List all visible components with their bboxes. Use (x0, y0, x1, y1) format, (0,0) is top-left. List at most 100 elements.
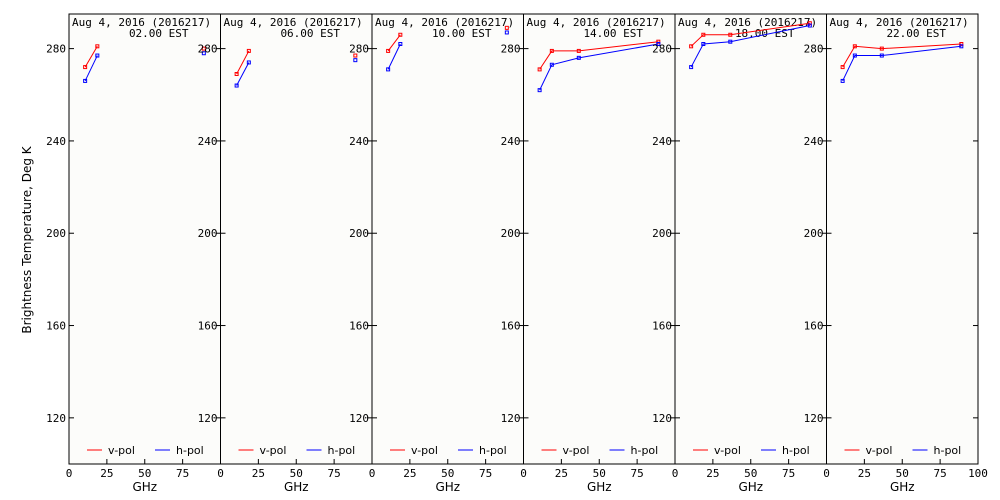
legend-label: v-pol (563, 444, 590, 457)
y-tick-label: 240 (46, 135, 66, 148)
data-point (549, 48, 554, 53)
y-tick-label: 280 (46, 43, 66, 56)
y-tick-label: 120 (501, 412, 521, 425)
x-tick-label: 75 (328, 467, 341, 480)
x-axis-label: GHz (132, 480, 157, 494)
y-tick-label: 280 (501, 43, 521, 56)
legend-label: h-pol (782, 444, 810, 457)
panel-title-time: 18.00 EST (735, 27, 795, 40)
x-tick-label: 75 (479, 467, 492, 480)
x-tick-label: 0 (520, 467, 527, 480)
y-tick-label: 200 (46, 227, 66, 240)
x-tick-label: 25 (100, 467, 113, 480)
y-tick-label: 160 (804, 320, 824, 333)
y-tick-label: 240 (804, 135, 824, 148)
x-tick-label: 75 (782, 467, 795, 480)
data-point (537, 88, 542, 93)
legend-label: v-pol (260, 444, 287, 457)
legend-label: v-pol (714, 444, 741, 457)
data-point (234, 83, 239, 88)
data-point (398, 32, 403, 37)
chart-panel: Aug 4, 2016 (2016217)06.00 EST 120 160 200 2… (198, 13, 373, 494)
chart-panels: Aug 4, 2016 (2016217)02.00 EST1201602002… (46, 13, 988, 494)
series-line (539, 41, 659, 70)
data-point (398, 42, 403, 46)
x-axis-label: GHz (738, 480, 763, 494)
y-tick-label: 160 (501, 320, 521, 333)
data-point (689, 44, 694, 49)
series-v-pol (689, 21, 812, 49)
chart-panel: Aug 4, 2016 (2016217)10.00 EST 120 160 200 2… (349, 13, 524, 494)
y-tick-label: 160 (349, 320, 369, 333)
x-tick-label: 25 (555, 467, 568, 480)
x-tick-label: 50 (138, 467, 151, 480)
chart-panel: Aug 4, 2016 (2016217)18.00 EST 120 160 200 2… (652, 13, 827, 494)
legend: v-pol h-pol (238, 444, 355, 457)
panel-title-date: Aug 4, 2016 (2016217) (527, 16, 666, 29)
x-tick-label: 0 (217, 467, 224, 480)
data-point (95, 53, 100, 58)
legend-label: v-pol (866, 444, 893, 457)
y-tick-label: 240 (349, 135, 369, 148)
series-v-pol (234, 48, 358, 76)
legend-label: h-pol (176, 444, 204, 457)
x-tick-label: 0 (66, 467, 73, 480)
legend: v-pol h-pol (693, 444, 810, 457)
panel-title-date: Aug 4, 2016 (2016217) (224, 16, 363, 29)
x-tick-label: 50 (441, 467, 454, 480)
series-line (539, 43, 659, 91)
y-tick-label: 280 (652, 43, 672, 56)
data-point (656, 39, 661, 44)
y-tick-label: 240 (198, 135, 218, 148)
x-tick-label: 50 (896, 467, 909, 480)
plot-frame (523, 13, 676, 465)
data-point (353, 53, 358, 58)
x-axis-label: GHz (435, 480, 460, 494)
panel-title-time: 06.00 EST (280, 27, 340, 40)
series-h-pol (386, 30, 509, 72)
legend: v-pol h-pol (844, 444, 961, 457)
panel-title-date: Aug 4, 2016 (2016217) (678, 16, 817, 29)
data-point (701, 32, 706, 37)
y-tick-label: 200 (652, 227, 672, 240)
chart-panel: Aug 4, 2016 (2016217)14.00 EST 120 160 200 2… (501, 13, 676, 494)
y-tick-label: 120 (198, 412, 218, 425)
y-tick-label: 280 (198, 43, 218, 56)
data-point (807, 23, 812, 28)
data-point (576, 48, 581, 53)
series-h-pol (234, 58, 358, 88)
data-point (83, 78, 88, 83)
data-point (840, 78, 845, 83)
y-tick-label: 120 (349, 412, 369, 425)
y-tick-label: 200 (804, 227, 824, 240)
x-axis-label: GHz (284, 480, 309, 494)
legend-label: v-pol (108, 444, 135, 457)
data-point (879, 53, 884, 58)
series-line (842, 45, 962, 82)
chart-panel: Aug 4, 2016 (2016217)22.00 EST 120 160 200 2… (804, 13, 988, 494)
x-tick-label: 50 (290, 467, 303, 480)
data-point (504, 30, 509, 35)
data-point (689, 65, 694, 70)
data-point (386, 48, 391, 53)
legend: v-pol h-pol (390, 444, 507, 457)
panel-title-date: Aug 4, 2016 (2016217) (375, 16, 514, 29)
data-point (537, 67, 542, 72)
data-point (728, 32, 733, 37)
x-tick-label: 0 (369, 467, 376, 480)
data-point (728, 39, 733, 44)
panel-title-date: Aug 4, 2016 (2016217) (72, 16, 211, 29)
legend: v-pol h-pol (87, 444, 204, 457)
legend: v-pol h-pol (541, 444, 658, 457)
series-h-pol (840, 44, 964, 83)
data-point (246, 60, 251, 65)
x-tick-label: 50 (593, 467, 606, 480)
x-tick-label: 75 (176, 467, 189, 480)
series-line (690, 25, 810, 68)
x-tick-label: 0 (823, 467, 830, 480)
y-tick-label: 280 (349, 43, 369, 56)
y-tick-label: 120 (46, 412, 66, 425)
panel-title-date: Aug 4, 2016 (2016217) (830, 16, 969, 29)
data-point (840, 65, 845, 70)
y-tick-label: 240 (652, 135, 672, 148)
